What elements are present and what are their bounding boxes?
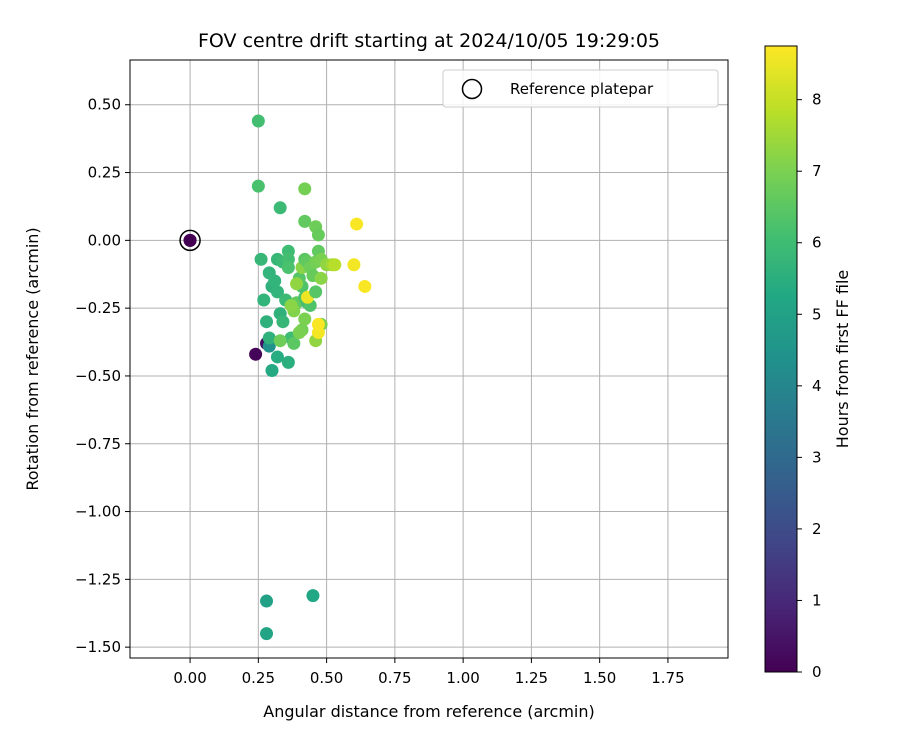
- data-point: [270, 285, 284, 299]
- legend: Reference platepar: [442, 69, 719, 108]
- data-point: [276, 315, 290, 329]
- data-point: [260, 315, 274, 329]
- data-point: [270, 350, 284, 364]
- colorbar-tick-label: 5: [812, 305, 822, 323]
- colorbar-tick-label: 0: [812, 663, 822, 681]
- data-point: [284, 298, 298, 312]
- y-axis-ticks: 0.50 0.25 0.00 −0.25 −0.50 −0.75 −1.00 −1.25 −1.…: [75, 96, 130, 656]
- y-tick-label: 0.25: [88, 164, 121, 182]
- data-point: [298, 312, 312, 326]
- data-point: [281, 260, 295, 274]
- data-point: [298, 182, 312, 196]
- x-axis-label: Angular distance from reference (arcmin): [263, 702, 594, 721]
- data-points: [183, 114, 372, 641]
- data-point: [358, 279, 372, 293]
- colorbar-tick-label: 2: [812, 520, 822, 538]
- data-point: [251, 114, 265, 128]
- legend-entry-reference: Reference platepar: [510, 80, 654, 98]
- data-point: [292, 326, 306, 340]
- data-point: [306, 589, 320, 603]
- data-point: [314, 271, 328, 285]
- colorbar-tick-label: 8: [812, 91, 822, 109]
- data-point: [260, 627, 274, 641]
- colorbar-ticks: 0 1 2 3 4 5 6 7 8: [797, 91, 822, 681]
- data-point: [265, 364, 279, 378]
- x-axis-ticks: 0.00 0.25 0.50 0.75 1.00 1.25 1.50 1.75: [173, 658, 685, 687]
- x-tick-label: 0.50: [310, 669, 343, 687]
- x-tick-label: 0.75: [378, 669, 411, 687]
- y-tick-label: 0.00: [88, 231, 121, 249]
- colorbar-label: Hours from first FF file: [833, 270, 852, 449]
- data-point: [268, 274, 282, 288]
- colorbar-tick-label: 4: [812, 377, 822, 395]
- data-point: [254, 252, 268, 266]
- reference-point: [183, 233, 197, 247]
- reference-marker: [179, 229, 201, 252]
- x-tick-label: 1.75: [651, 669, 684, 687]
- data-point: [251, 179, 265, 193]
- data-point: [249, 347, 263, 361]
- data-point: [287, 336, 301, 350]
- data-point: [273, 201, 287, 215]
- data-point: [328, 258, 342, 272]
- data-point: [290, 277, 304, 291]
- x-tick-label: 1.00: [446, 669, 479, 687]
- data-point: [281, 355, 295, 369]
- data-point: [311, 228, 325, 242]
- y-axis-label: Rotation from reference (arcmin): [23, 227, 42, 490]
- y-tick-label: −0.50: [75, 367, 121, 385]
- chart-title: FOV centre drift starting at 2024/10/05 …: [198, 30, 660, 52]
- colorbar-tick-label: 1: [812, 591, 822, 609]
- colorbar-tick-label: 3: [812, 448, 822, 466]
- y-tick-label: −0.25: [75, 299, 121, 317]
- reference-ring: [179, 229, 201, 252]
- legend-reference-marker: [461, 78, 483, 100]
- y-tick-label: −0.75: [75, 435, 121, 453]
- colorbar-gradient: [765, 46, 797, 672]
- data-point: [350, 217, 364, 231]
- plot-frame: [129, 59, 729, 659]
- x-tick-label: 1.25: [515, 669, 548, 687]
- grid-lines: [130, 60, 728, 658]
- data-point: [309, 285, 323, 299]
- y-tick-label: 0.50: [88, 96, 121, 114]
- y-tick-label: −1.00: [75, 503, 121, 521]
- data-point: [257, 293, 271, 307]
- x-tick-label: 1.50: [583, 669, 616, 687]
- data-point: [273, 334, 287, 348]
- x-tick-label: 0.00: [173, 669, 206, 687]
- colorbar-tick-label: 6: [812, 234, 822, 252]
- colorbar-frame: [764, 45, 798, 673]
- data-point: [298, 214, 312, 228]
- data-point: [311, 317, 325, 331]
- legend-box: [442, 69, 719, 108]
- colorbar-tick-label: 7: [812, 162, 822, 180]
- colorbar: 0 1 2 3 4 5 6 7 8 Hours from first FF file: [764, 45, 852, 681]
- y-tick-label: −1.50: [75, 638, 121, 656]
- y-tick-label: −1.25: [75, 570, 121, 588]
- data-point: [260, 594, 274, 608]
- data-point: [347, 258, 361, 272]
- x-tick-label: 0.25: [242, 669, 275, 687]
- data-point: [262, 331, 276, 345]
